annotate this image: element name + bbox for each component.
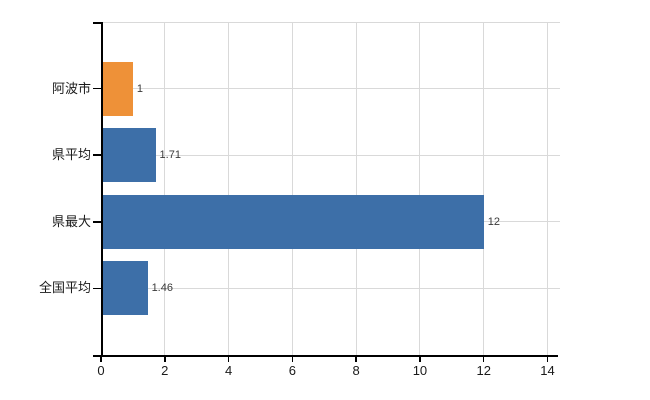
gridline-top-border [101,22,560,23]
category-label-阿波市: 阿波市 [51,80,91,96]
gridline-vertical [164,22,166,355]
x-tick [546,357,549,362]
x-tick [227,357,230,362]
gridline-horizontal [101,287,560,289]
category-label-県平均: 県平均 [51,147,91,163]
x-tick-label: 10 [412,363,428,378]
gridline-vertical [291,22,293,355]
gridline-vertical [547,22,548,355]
x-tick-label: 14 [540,363,555,378]
bar-県平均 [101,128,156,183]
y-tick [93,154,101,156]
category-label-県最大: 県最大 [51,213,91,229]
value-label: 12 [487,215,500,228]
gridline-horizontal [101,154,560,156]
x-tick [482,357,485,362]
y-tick [93,287,101,290]
y-tick [93,87,101,90]
x-tick-label: 6 [288,363,296,378]
gridline-horizontal [101,88,560,90]
x-tick [419,357,421,362]
gridline-vertical [355,22,357,355]
x-axis-line [93,355,558,357]
gridline-vertical [228,22,230,355]
x-tick-label: 2 [161,363,169,378]
y-tick [93,221,101,223]
x-tick-label: 0 [97,363,105,378]
bar-阿波市 [101,61,133,116]
value-label: 1 [136,82,144,95]
gridline-vertical [419,22,421,355]
x-tick [355,357,357,362]
x-tick [100,357,102,362]
x-tick [164,357,166,362]
bar-全国平均 [101,261,148,316]
value-label: 1.46 [151,282,173,295]
y-axis-top-tick [93,22,101,24]
x-tick [291,357,294,362]
bar-県最大 [101,194,484,249]
gridline-vertical [483,22,485,355]
category-label-全国平均: 全国平均 [38,280,91,296]
x-tick-label: 12 [476,363,491,378]
x-tick-label: 8 [352,363,360,378]
x-tick-label: 4 [224,363,233,378]
value-label: 1.71 [159,149,181,162]
y-axis-line [101,22,103,355]
